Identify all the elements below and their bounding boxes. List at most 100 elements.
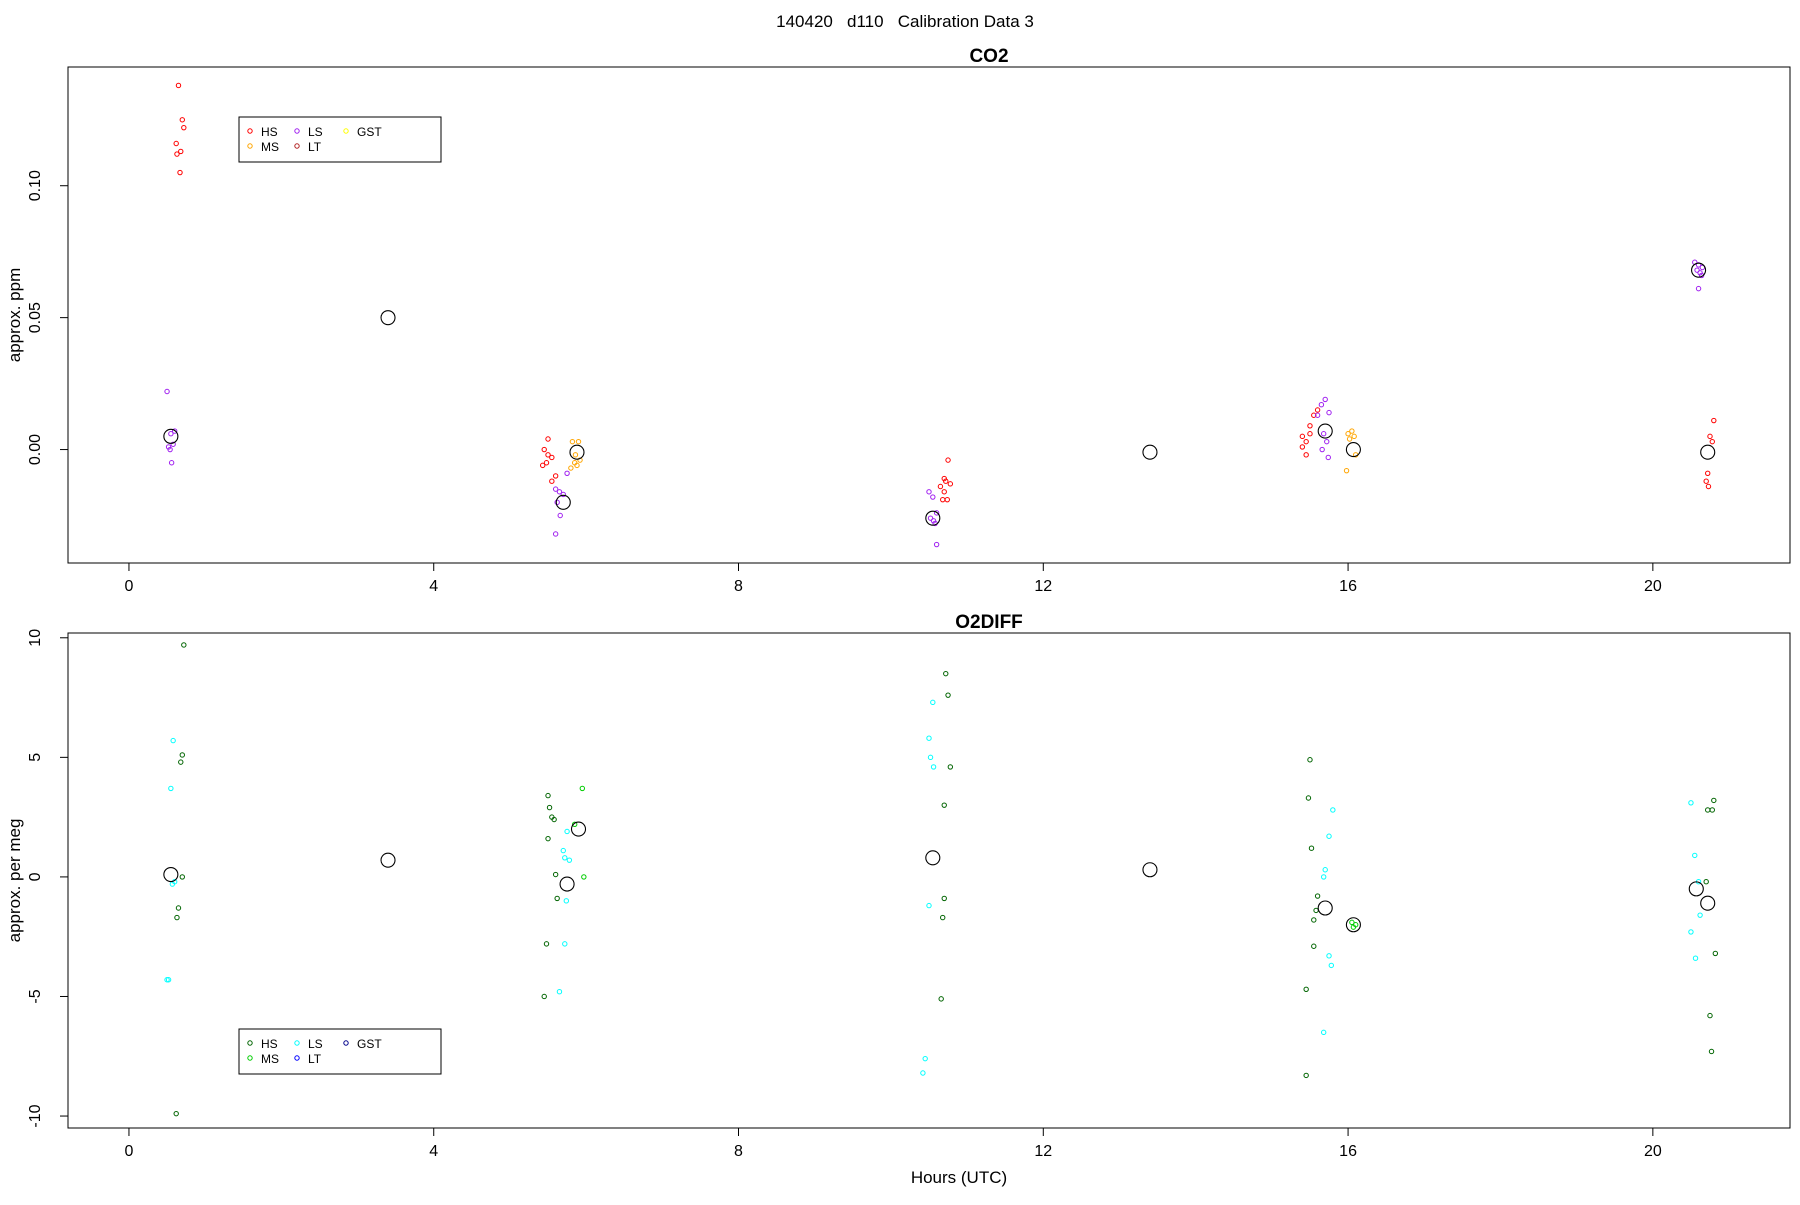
data-point — [173, 1110, 179, 1117]
panel-o2diff-y-tick-label: 10 — [27, 629, 44, 647]
legend-label: GST — [357, 125, 382, 139]
data-point — [941, 475, 947, 482]
panel-o2diff-x-tick-label: 4 — [429, 1143, 438, 1160]
panel-o2diff-x-tick-label: 12 — [1034, 1143, 1052, 1160]
data-point — [177, 169, 183, 176]
mean-marker — [163, 866, 179, 883]
data-point — [926, 489, 932, 495]
figure-title: 140420 d110 Calibration Data 3 — [776, 12, 1034, 31]
data-point — [545, 436, 551, 442]
panel-co2-series-mean — [163, 262, 1716, 526]
data-point — [178, 148, 184, 155]
data-point — [556, 988, 563, 995]
data-point — [1349, 428, 1355, 434]
data-point — [557, 512, 563, 519]
panel-co2-series-ms — [568, 428, 1359, 474]
legend-marker — [343, 128, 349, 134]
data-point — [1303, 986, 1309, 993]
data-point — [927, 754, 934, 761]
data-point — [554, 895, 560, 902]
legend-entry-ms: MS — [247, 1052, 279, 1066]
legend-label: GST — [357, 1037, 382, 1051]
data-point — [930, 494, 936, 500]
panel-o2diff-x-axis-label: Hours (UTC) — [911, 1168, 1007, 1187]
data-point — [930, 699, 936, 706]
mean-marker — [559, 876, 575, 892]
data-point — [168, 460, 175, 466]
data-point — [920, 1070, 926, 1076]
data-point — [937, 483, 944, 490]
data-point — [1326, 953, 1332, 959]
legend-entry-gst: GST — [343, 125, 382, 139]
data-point — [543, 460, 550, 466]
panel-o2diff-y-tick-label: 5 — [27, 753, 44, 762]
legend-marker — [247, 1040, 253, 1046]
data-point — [1324, 438, 1330, 445]
data-point — [1303, 438, 1309, 445]
panel-co2-series-hs — [173, 82, 1717, 503]
mean-marker — [1142, 444, 1158, 460]
data-point — [1319, 446, 1325, 453]
data-point — [164, 388, 170, 395]
data-point — [170, 737, 176, 744]
legend-label: LT — [308, 140, 322, 154]
data-point — [174, 151, 180, 157]
data-point — [171, 428, 178, 434]
data-point — [933, 541, 940, 548]
data-point — [943, 478, 949, 484]
data-point — [930, 764, 937, 770]
data-point — [1707, 1012, 1713, 1019]
data-point — [179, 752, 185, 758]
mean-marker — [555, 494, 571, 510]
panel-o2diff-x-tick-label: 0 — [125, 1143, 134, 1160]
panel-o2diff-y-tick-label: -10 — [27, 1104, 44, 1127]
legend-marker — [294, 1055, 300, 1061]
data-point — [1711, 797, 1717, 804]
data-point — [1343, 467, 1350, 474]
data-point — [926, 902, 932, 909]
data-point — [551, 816, 557, 823]
data-point — [546, 804, 553, 811]
data-point — [1303, 1072, 1309, 1079]
data-point — [1320, 431, 1327, 437]
data-point — [562, 941, 568, 947]
data-point — [1320, 1029, 1327, 1036]
panel-co2-y-tick-label: 0.00 — [27, 434, 44, 465]
data-point — [1318, 402, 1325, 408]
data-point — [943, 670, 949, 677]
data-point — [1695, 285, 1702, 292]
data-point — [1703, 878, 1709, 885]
mean-marker — [163, 428, 179, 444]
data-point — [167, 446, 173, 453]
data-point — [1314, 893, 1321, 899]
legend-label: LS — [308, 125, 323, 139]
panel-co2-title: CO2 — [969, 46, 1008, 67]
data-point — [1311, 917, 1317, 923]
data-point — [938, 996, 944, 1002]
data-point — [1709, 807, 1715, 813]
data-point — [1322, 867, 1328, 873]
data-point — [539, 462, 546, 469]
mean-marker — [569, 444, 585, 460]
mean-marker — [1345, 917, 1361, 933]
data-point — [1311, 412, 1317, 418]
mean-marker — [1142, 862, 1158, 878]
data-point — [168, 431, 174, 437]
data-point — [579, 785, 586, 792]
panel-co2-legend-box — [238, 116, 442, 163]
data-point — [560, 847, 566, 854]
data-point — [1330, 807, 1336, 813]
data-point — [545, 835, 551, 842]
legend-marker — [247, 143, 253, 149]
data-point — [927, 515, 934, 521]
data-point — [1692, 852, 1698, 859]
legend-marker — [294, 1040, 300, 1046]
data-point — [1314, 407, 1321, 413]
data-point — [174, 914, 180, 921]
data-point — [552, 473, 559, 479]
data-point — [575, 438, 582, 445]
data-point — [947, 481, 954, 487]
data-point — [179, 117, 185, 123]
